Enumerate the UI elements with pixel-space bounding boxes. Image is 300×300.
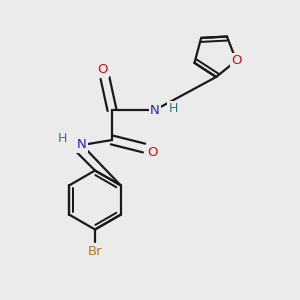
Text: N: N [77, 139, 87, 152]
Text: N: N [150, 103, 160, 116]
Text: O: O [98, 64, 108, 76]
Text: H: H [168, 101, 178, 115]
Text: O: O [147, 146, 157, 158]
Text: O: O [231, 54, 242, 67]
Text: Br: Br [88, 245, 102, 258]
Text: H: H [57, 131, 67, 145]
